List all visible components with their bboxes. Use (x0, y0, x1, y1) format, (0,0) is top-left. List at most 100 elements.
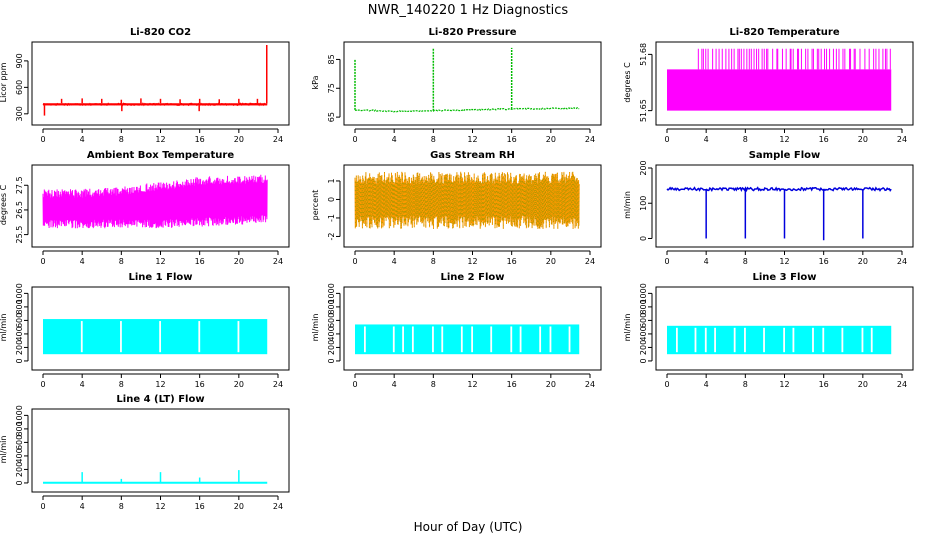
y-tick-label: 27.5 (15, 176, 24, 194)
y-tick-label: 600 (327, 313, 336, 328)
x-tick-label: 0 (40, 257, 45, 266)
y-tick-label: 0 (15, 358, 24, 363)
x-tick-label: 0 (40, 502, 45, 511)
y-tick-label: 300 (15, 106, 24, 121)
plot-frame (31, 41, 290, 126)
x-tick-label: 4 (704, 380, 709, 389)
y-tick-label: 600 (15, 80, 24, 95)
y-tick-label: 0 (639, 358, 648, 363)
x-tick-label: 20 (546, 135, 556, 144)
figure-title: NWR_140220 1 Hz Diagnostics (368, 3, 569, 18)
x-tick-label: 12 (155, 502, 165, 511)
plot-frame (655, 164, 914, 248)
x-tick-label: 24 (897, 380, 907, 389)
y-tick-label: 800 (15, 299, 24, 314)
y-axis-label: ml/min (623, 314, 632, 342)
y-tick-label: 900 (15, 53, 24, 68)
x-tick-label: 4 (80, 380, 85, 389)
x-tick-label: 0 (352, 257, 357, 266)
band-gap (675, 327, 678, 353)
y-tick-label: 800 (639, 299, 648, 314)
y-tick-label: 400 (15, 326, 24, 341)
y-tick-label: 1000 (15, 405, 24, 425)
x-tick-label: 20 (546, 257, 556, 266)
panel-title: Ambient Box Temperature (87, 150, 234, 161)
panel-li-820-temperature: Li-820 Temperature 0 4 8 12 16 20 24 51.65 51.68 d… (623, 27, 914, 144)
series-band (355, 324, 580, 355)
x-tick-label: 8 (743, 135, 748, 144)
panel-li-820-co2: Li-820 CO2 0 4 8 12 16 20 24 300 600 900 Licor ppm (0, 27, 290, 144)
panel-gas-stream-rh: Gas Stream RH 0 4 8 12 16 20 24 -2 -1 0 1 percent (311, 150, 602, 266)
plot-frame (31, 286, 290, 371)
band-gap (198, 321, 201, 353)
x-tick-label: 12 (155, 380, 165, 389)
band-gap (363, 326, 366, 353)
y-tick-label: 600 (15, 435, 24, 450)
panel-title: Gas Stream RH (430, 150, 515, 161)
y-axis-label: Licor ppm (0, 62, 8, 102)
y-tick-label: 1000 (15, 283, 24, 303)
y-tick-label: 65 (327, 112, 336, 122)
x-tick-label: 0 (352, 380, 357, 389)
y-tick-label: 200 (639, 340, 648, 355)
plot-frame (343, 286, 602, 371)
panel-title: Li-820 CO2 (130, 27, 191, 38)
x-tick-label: 24 (273, 380, 283, 389)
x-tick-label: 4 (80, 502, 85, 511)
y-axis-label: kPa (311, 75, 320, 89)
x-tick-label: 4 (392, 135, 397, 144)
panel-ambient-box-temperature: Ambient Box Temperature 0 4 8 12 16 20 24 25.5 26… (0, 150, 290, 266)
x-tick-label: 24 (273, 502, 283, 511)
y-tick-label: 200 (327, 340, 336, 355)
x-tick-label: 24 (273, 135, 283, 144)
band-gap (822, 327, 825, 353)
y-tick-label: 1 (327, 178, 336, 183)
x-tick-label: 0 (40, 135, 45, 144)
series-line (354, 171, 580, 230)
band-gap (861, 327, 864, 353)
plot-frame (655, 286, 914, 371)
series-line (42, 102, 268, 107)
band-gap (159, 321, 162, 353)
y-axis-label: percent (311, 190, 320, 221)
y-tick-label: 400 (327, 326, 336, 341)
panel-sample-flow: Sample Flow 0 4 8 12 16 20 24 0 100 200 ml/min (623, 150, 914, 266)
x-tick-label: 4 (392, 380, 397, 389)
y-axis-label: ml/min (0, 314, 8, 342)
x-tick-label: 4 (392, 257, 397, 266)
x-tick-label: 8 (119, 135, 124, 144)
x-tick-label: 4 (80, 135, 85, 144)
x-tick-label: 24 (897, 257, 907, 266)
x-tick-label: 8 (431, 380, 436, 389)
y-tick-label: 400 (15, 448, 24, 463)
band-gap (460, 326, 463, 353)
x-tick-label: 12 (155, 257, 165, 266)
x-tick-label: 0 (352, 135, 357, 144)
x-tick-label: 24 (585, 257, 595, 266)
x-tick-label: 16 (819, 257, 829, 266)
panel-title: Line 2 Flow (441, 272, 505, 283)
x-tick-label: 16 (195, 380, 205, 389)
x-tick-label: 20 (234, 135, 244, 144)
x-tick-label: 20 (234, 380, 244, 389)
x-tick-label: 24 (585, 135, 595, 144)
band-gap (490, 326, 493, 353)
x-tick-label: 12 (779, 135, 789, 144)
y-tick-label: -1 (327, 214, 336, 222)
x-tick-label: 16 (819, 135, 829, 144)
x-tick-label: 8 (743, 380, 748, 389)
panel-li-820-pressure: Li-820 Pressure 0 4 8 12 16 20 24 65 75 85 kPa (311, 27, 602, 144)
band-gap (432, 326, 434, 353)
y-tick-label: 51.65 (639, 99, 648, 122)
plot-frame (31, 408, 290, 493)
y-tick-label: -2 (327, 232, 336, 240)
x-tick-label: 12 (779, 380, 789, 389)
series-line-2-flow (355, 324, 580, 355)
x-tick-label: 20 (234, 502, 244, 511)
x-tick-label: 24 (273, 257, 283, 266)
band-gap (441, 326, 444, 353)
band-gap (392, 326, 395, 353)
series-band (667, 69, 892, 111)
